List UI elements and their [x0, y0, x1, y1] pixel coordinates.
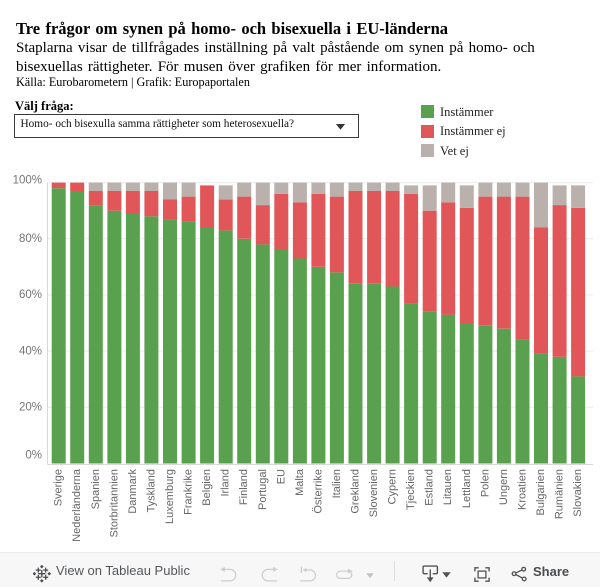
svg-text:Ungern: Ungern	[498, 469, 510, 505]
svg-text:Belgien: Belgien	[201, 469, 213, 506]
svg-text:Polen: Polen	[479, 469, 491, 497]
svg-text:Tyskland: Tyskland	[145, 469, 157, 512]
svg-text:Luxemburg: Luxemburg	[164, 469, 176, 524]
svg-text:Finland: Finland	[238, 469, 250, 505]
svg-text:EU: EU	[275, 469, 287, 484]
svg-text:Storbritannien: Storbritannien	[108, 469, 120, 538]
svg-text:Irland: Irland	[220, 469, 232, 497]
svg-text:Malta: Malta	[294, 468, 306, 496]
svg-text:Slovakien: Slovakien	[572, 469, 584, 517]
svg-text:0%: 0%	[25, 450, 42, 462]
svg-text:Kroatien: Kroatien	[517, 469, 529, 510]
svg-text:Österrike: Österrike	[312, 469, 324, 514]
svg-text:Rumänien: Rumänien	[554, 469, 566, 519]
svg-text:Bulgarien: Bulgarien	[535, 469, 547, 515]
svg-text:Nederländerna: Nederländerna	[71, 468, 83, 542]
svg-text:100%: 100%	[13, 175, 42, 187]
svg-text:Slovenien: Slovenien	[368, 469, 380, 517]
svg-text:Estland: Estland	[424, 469, 436, 506]
svg-text:Litauen: Litauen	[442, 469, 454, 505]
svg-text:Grekland: Grekland	[350, 469, 362, 514]
svg-text:20%: 20%	[19, 402, 42, 414]
svg-text:Portugal: Portugal	[257, 469, 269, 510]
svg-text:Cypern: Cypern	[387, 469, 399, 504]
svg-text:40%: 40%	[19, 345, 42, 357]
svg-text:60%: 60%	[19, 289, 42, 301]
svg-text:Spanien: Spanien	[90, 469, 102, 509]
svg-text:80%: 80%	[19, 233, 42, 245]
svg-text:Sverige: Sverige	[53, 469, 65, 506]
svg-text:Tjeckien: Tjeckien	[405, 469, 417, 510]
svg-text:Italien: Italien	[331, 469, 343, 498]
svg-text:Danmark: Danmark	[127, 469, 139, 514]
svg-text:Frankrike: Frankrike	[183, 469, 195, 515]
svg-text:Lettland: Lettland	[461, 469, 473, 508]
